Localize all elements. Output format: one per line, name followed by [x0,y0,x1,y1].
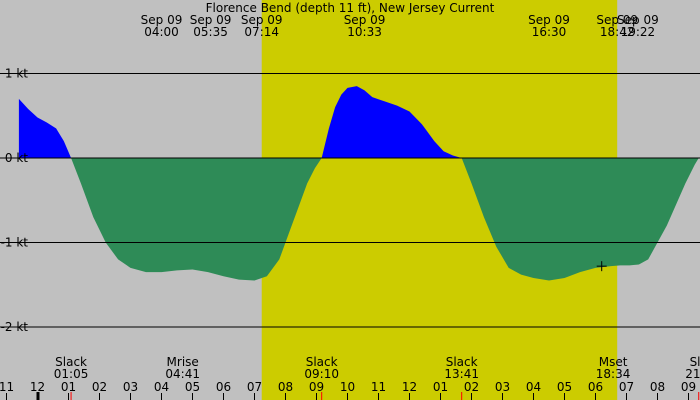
event-time: 18:34 [596,367,631,381]
hour-tick: 02 [92,380,107,400]
hour-tick-label: 01 [61,380,76,394]
top-time-text: 07:14 [244,25,279,39]
hour-tick-label: 05 [557,380,572,394]
hour-tick: 06 [216,380,231,400]
event-name: Slack [306,355,338,369]
top-date-text: Sep 09 [344,13,386,27]
hour-tick-label: 12 [30,380,45,394]
hour-tick: 09 [681,380,696,400]
event-time: 01:05 [54,367,89,381]
hour-tick: 05 [185,380,200,400]
y-tick-label: -2 kt [1,320,29,334]
hour-tick: 01 [61,380,76,400]
y-tick-label: 0 kt [5,151,28,165]
top-time-text: 18:42 [600,25,635,39]
hour-tick: 07 [619,380,634,400]
hour-tick-label: 06 [216,380,231,394]
hour-tick: 12 [402,380,417,400]
event-name: Mrise [167,355,199,369]
hour-tick-label: 01 [433,380,448,394]
event-name: Sla [690,355,700,369]
event-label: Sla21:2 [685,355,700,400]
top-date-text: Sep 09 [528,13,570,27]
hour-tick: 09 [309,380,324,400]
y-tick-label: -1 kt [1,236,29,250]
hour-tick: 04 [154,380,169,400]
event-time: 13:41 [444,367,479,381]
top-date-text: Sep 09 [190,13,232,27]
hour-tick-label: 04 [154,380,169,394]
hour-tick: 08 [650,380,665,400]
hour-tick-label: 11 [371,380,386,394]
hour-tick-label: 12 [402,380,417,394]
top-time-text: 05:35 [193,25,228,39]
event-time: 09:10 [304,367,339,381]
event-name: Mset [599,355,628,369]
flood-area [18,86,700,158]
event-time: 04:41 [165,367,200,381]
hour-tick: 06 [588,380,603,400]
ebb-area [18,158,700,281]
hour-tick-label: 03 [123,380,138,394]
hour-tick: 02 [464,380,479,400]
hour-tick: 11 [0,380,14,400]
hour-tick: 01 [433,380,448,400]
event-name: Slack [446,355,478,369]
top-date-text: Sep 09 [241,13,283,27]
hour-tick-label: 08 [278,380,293,394]
hour-tick-label: 11 [0,380,14,394]
hour-tick-label: 08 [650,380,665,394]
top-date-text: Sep 09 [141,13,183,27]
hour-tick: 08 [278,380,293,400]
top-date-text: Sep 09 [596,13,638,27]
top-time-text: 04:00 [144,25,179,39]
hour-tick-label: 09 [681,380,696,394]
hour-tick-label: 02 [464,380,479,394]
hour-tick-label: 09 [309,380,324,394]
hour-tick: 07 [247,380,262,400]
y-tick-label: 1 kt [5,67,28,81]
top-date-text: Sep 09 [617,13,659,27]
hour-tick: 10 [340,380,355,400]
hour-tick-label: 07 [247,380,262,394]
hour-tick-label: 07 [619,380,634,394]
hour-tick: 03 [495,380,510,400]
hour-tick-label: 05 [185,380,200,394]
hour-tick: 04 [526,380,541,400]
top-time-text: 10:33 [347,25,382,39]
event-name: Slack [55,355,87,369]
hour-tick: 11 [371,380,386,400]
event-time: 21:2 [685,367,700,381]
hour-tick-label: 10 [340,380,355,394]
top-time-text: 19:22 [621,25,656,39]
hour-tick: 05 [557,380,572,400]
plus-marker [596,261,607,272]
hour-tick: 03 [123,380,138,400]
hour-tick-label: 06 [588,380,603,394]
top-time-text: 16:30 [532,25,567,39]
chart-title: Florence Bend (depth 11 ft), New Jersey … [206,1,495,15]
hour-tick-label: 02 [92,380,107,394]
hour-tick-label: 04 [526,380,541,394]
midnight-marker [36,392,40,400]
hour-tick-label: 03 [495,380,510,394]
